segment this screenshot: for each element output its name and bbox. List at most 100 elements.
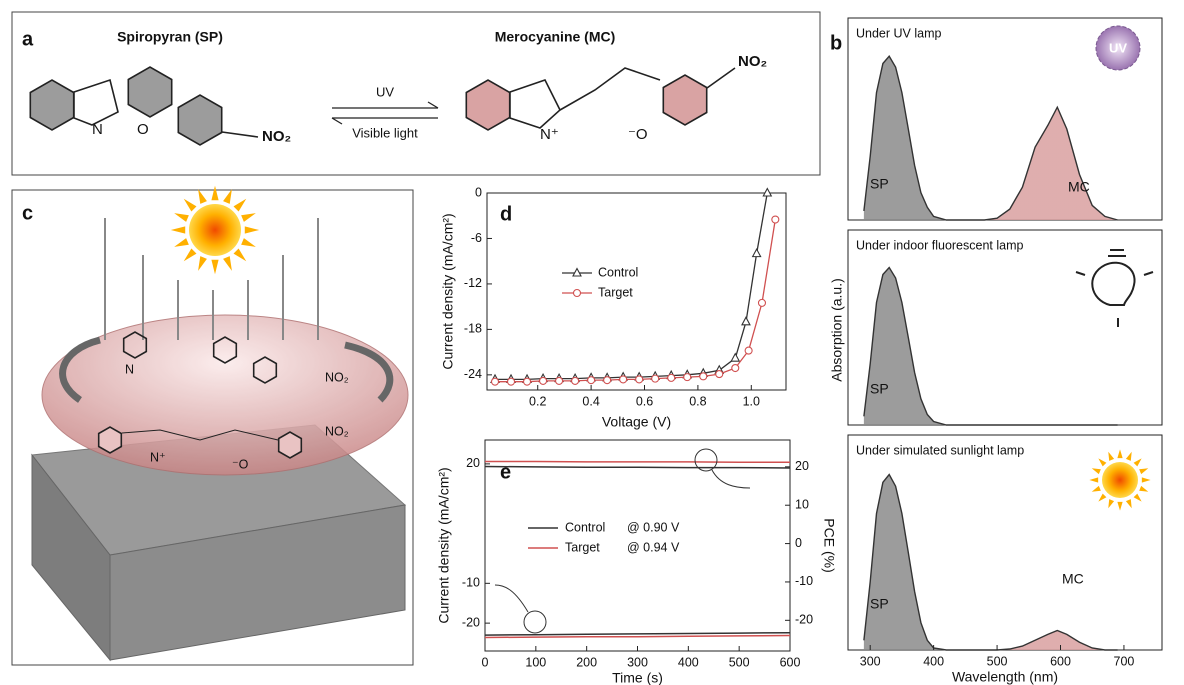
marker	[603, 376, 612, 385]
ring	[122, 331, 148, 359]
x-tick-label: 1.0	[743, 394, 760, 408]
spectrum-title: Under simulated sunlight lamp	[856, 443, 1024, 457]
marker	[730, 352, 741, 362]
y2-tick-label: -20	[795, 613, 813, 627]
cycle-arrow	[344, 341, 394, 403]
legend-label: Target	[565, 540, 600, 554]
peak-label: SP	[870, 176, 889, 192]
x-axis-label: Voltage (V)	[602, 414, 671, 430]
peak-label: MC	[1062, 571, 1084, 587]
x-axis-label: Time (s)	[612, 670, 663, 685]
sun-icon-ray	[1091, 468, 1101, 475]
spectrum-title: Under indoor fluorescent lamp	[856, 238, 1023, 252]
mc-name: Merocyanine (MC)	[495, 29, 616, 45]
atom: N⁺	[540, 126, 559, 143]
callout	[694, 448, 718, 472]
peak-label: SP	[870, 596, 889, 612]
marker	[506, 377, 516, 386]
x-tick-label: 400	[678, 655, 699, 669]
sun-ray	[223, 189, 232, 204]
sun	[189, 204, 241, 256]
atom: NO₂	[325, 370, 349, 384]
panel-label: e	[500, 461, 511, 483]
marker	[522, 377, 532, 386]
x-tick-label: 0.4	[582, 394, 599, 408]
atom: NO₂	[262, 128, 291, 145]
x-axis-label: Wavelength (nm)	[952, 669, 1058, 685]
atom: O	[137, 121, 149, 138]
atom: NO₂	[325, 424, 349, 438]
panel-label: b	[830, 32, 842, 54]
sun-ray	[233, 248, 247, 262]
marker	[731, 363, 740, 373]
x-tick-label: 400	[923, 654, 944, 668]
atom: N	[92, 121, 103, 138]
forward-label: UV	[376, 84, 394, 99]
x-tick-label: 0.8	[689, 394, 706, 408]
sun-ray	[198, 256, 207, 271]
sun-icon-ray	[1133, 458, 1142, 467]
bond	[121, 429, 279, 441]
x-tick-label: 600	[780, 655, 801, 669]
sp-name: Spiropyran (SP)	[117, 29, 223, 45]
marker	[651, 374, 660, 383]
sun-ray	[244, 226, 260, 234]
y-tick-label: -18	[464, 322, 482, 336]
legend-label: @ 0.90 V	[627, 520, 680, 534]
series-line	[484, 634, 791, 639]
sun-icon-ray	[1117, 501, 1123, 511]
marker	[683, 373, 692, 382]
y2-axis-label: PCE (%)	[821, 518, 837, 572]
bond	[559, 67, 661, 111]
sun-ray	[233, 198, 247, 212]
marker	[751, 247, 762, 258]
x-tick-label: 0.6	[636, 394, 653, 408]
sun-icon-ray	[1108, 499, 1115, 509]
sun-icon-ray	[1089, 477, 1099, 483]
backward-label: Visible light	[352, 125, 418, 140]
marker	[757, 298, 767, 307]
x-tick-label: 500	[729, 655, 750, 669]
marker	[741, 316, 751, 326]
ring	[662, 74, 708, 126]
y2-tick-label: 0	[795, 536, 802, 550]
marker	[699, 372, 708, 381]
ring	[73, 78, 119, 126]
panel-label: c	[22, 202, 33, 224]
y-tick-label: -24	[464, 367, 482, 381]
legend-marker	[572, 288, 582, 298]
y2-tick-label: 20	[795, 459, 809, 473]
y2-tick-label: -10	[795, 574, 813, 588]
legend-label: Control	[565, 520, 605, 534]
series-line	[484, 465, 791, 469]
dome	[41, 314, 409, 476]
ring	[127, 66, 173, 118]
uv-icon	[1095, 25, 1141, 71]
callout-arrow	[494, 584, 529, 613]
sun-icon-ray	[1108, 451, 1115, 461]
x-tick-label: 300	[627, 655, 648, 669]
equilibrium-arrows	[331, 101, 439, 125]
legend-marker	[572, 267, 582, 277]
callout	[523, 610, 547, 634]
ring	[177, 94, 223, 146]
x-tick-label: 0.2	[529, 394, 546, 408]
ring	[97, 426, 123, 454]
marker	[555, 376, 564, 385]
spectrum-area	[863, 267, 1118, 425]
x-tick-label: 500	[987, 654, 1008, 668]
bond	[221, 131, 259, 138]
marker	[667, 373, 676, 382]
sun-ray	[198, 189, 207, 204]
ring	[212, 336, 238, 364]
x-tick-label: 600	[1050, 654, 1071, 668]
y-tick-label: -6	[471, 231, 482, 245]
sun-icon-ray	[1141, 477, 1151, 483]
marker	[587, 376, 596, 385]
spectrum-title: Under UV lamp	[856, 26, 941, 40]
sun-ray	[183, 248, 197, 262]
panel-c-frame	[11, 189, 414, 666]
atom: N	[125, 362, 134, 376]
legend-label: Target	[598, 285, 633, 299]
spectrum-area	[863, 56, 1118, 221]
